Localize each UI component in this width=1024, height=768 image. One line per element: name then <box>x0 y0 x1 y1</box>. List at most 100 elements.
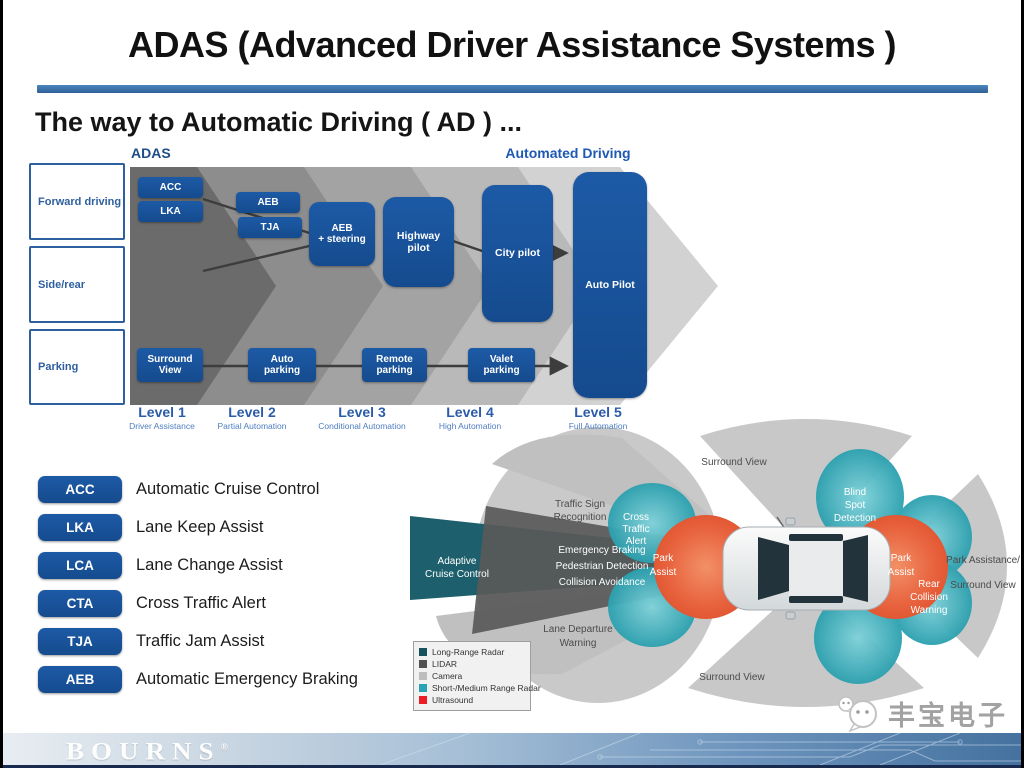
roadmap-box-aeb: AEB <box>236 192 300 213</box>
abbr-chip-cta: CTA <box>38 590 122 617</box>
camera-label: Camera <box>432 671 463 681</box>
blind-spot-label-1: Blind <box>844 487 866 498</box>
ultrasound-label: Ultrasound <box>432 695 474 705</box>
level-5-name: Level 5 <box>574 404 622 420</box>
page-title: ADAS (Advanced Driver Assistance Systems… <box>128 24 896 65</box>
watermark-text: 丰宝电子 <box>888 700 1008 732</box>
lidar-swatch <box>419 660 427 668</box>
adaptive-cruise-label-2: Cruise Control <box>425 569 489 580</box>
level-1: Level 1 Driver Assistance <box>97 404 227 431</box>
abbr-row-lca: LCA Lane Change Assist <box>38 552 283 579</box>
title-underline <box>37 85 988 93</box>
park-assist-right-label-1: Park <box>891 553 913 564</box>
roadmap-box-acc: ACC <box>138 177 203 198</box>
sensor-coverage-diagram: Surround View Blind Spot Detection Traff… <box>410 419 1020 707</box>
roadmap-box-auto-pilot: Auto Pilot <box>573 172 647 398</box>
roadmap-box-tja: TJA <box>238 217 302 238</box>
sensor-legend-row: Short-/Medium Range Radar <box>419 682 541 694</box>
roadmap-box-highway-pilot: Highway pilot <box>383 197 454 287</box>
blind-spot-label-3: Detection <box>834 513 876 524</box>
sensor-legend-row: Long-Range Radar <box>419 646 525 658</box>
cross-traffic-label-2: Traffic <box>622 524 649 535</box>
cross-traffic-label-3: Alert <box>626 536 647 547</box>
abbr-meaning-acc: Automatic Cruise Control <box>136 480 320 498</box>
level-4-sub: High Automation <box>438 421 502 431</box>
surround-view-top-label: Surround View <box>701 457 767 468</box>
level-4: Level 4 High Automation <box>405 404 535 431</box>
car-rear-window <box>843 535 868 602</box>
collision-avoidance-label: Collision Avoidance <box>559 577 646 588</box>
slide-right-border <box>1021 0 1024 768</box>
roadmap-box-auto-parking: Auto parking <box>248 348 316 382</box>
park-assist-left-label-1: Park <box>653 553 675 564</box>
surround-view-bottom-label: Surround View <box>699 672 765 683</box>
bourns-logo: BOURNS® <box>66 736 229 766</box>
abbr-chip-aeb: AEB <box>38 666 122 693</box>
abbr-row-tja: TJA Traffic Jam Assist <box>38 628 264 655</box>
lane-departure-label-1: Lane Departure <box>543 624 613 635</box>
sensor-type-legend: Long-Range Radar LIDAR Camera Short-/Med… <box>413 641 541 711</box>
circuit-pattern <box>379 733 1024 765</box>
car-roof <box>789 540 843 596</box>
lane-departure-label-2: Warning <box>560 638 597 649</box>
category-side-rear: Side/rear <box>29 246 125 323</box>
car-top-view <box>722 516 891 620</box>
sensor-legend-row: Camera <box>419 670 525 682</box>
roadmap-box-valet-parking: Valet parking <box>468 348 535 382</box>
abbr-row-acc: ACC Automatic Cruise Control <box>38 476 319 503</box>
ultrasound-swatch <box>419 696 427 704</box>
abbr-chip-acc: ACC <box>38 476 122 503</box>
abbr-row-aeb: AEB Automatic Emergency Braking <box>38 666 358 693</box>
rear-collision-label-1: Rear <box>918 579 940 590</box>
abbr-chip-lka: LKA <box>38 514 122 541</box>
car-windshield <box>758 537 789 600</box>
adas-section-label: ADAS <box>131 145 171 161</box>
long-range-radar-label: Long-Range Radar <box>432 647 505 657</box>
level-2-name: Level 2 <box>228 404 276 420</box>
level-3-name: Level 3 <box>338 404 386 420</box>
park-assist-right-label-2: Assist <box>888 567 915 578</box>
emergency-braking-label: Emergency Braking <box>558 545 645 556</box>
category-forward-driving: Forward driving <box>29 163 125 240</box>
blind-spot-label-2: Spot <box>845 500 866 511</box>
abbr-chip-lca: LCA <box>38 552 122 579</box>
traffic-sign-label-1: Traffic Sign <box>555 499 605 510</box>
abbr-meaning-lca: Lane Change Assist <box>136 556 283 574</box>
park-assistance-right-label-1: Park Assistance/ <box>946 555 1020 566</box>
level-2-sub: Partial Automation <box>217 421 287 431</box>
level-1-sub: Driver Assistance <box>129 421 195 431</box>
level-3: Level 3 Conditional Automation <box>297 404 427 431</box>
level-4-name: Level 4 <box>446 404 494 420</box>
sensor-legend-row: Ultrasound <box>419 694 525 706</box>
abbr-meaning-lka: Lane Keep Assist <box>136 518 264 536</box>
sensor-legend-row: LIDAR <box>419 658 525 670</box>
short-medium-radar-swatch <box>419 684 427 692</box>
roadmap-box-surround-view: Surround View <box>137 348 203 382</box>
car-side-window-bottom <box>789 596 843 603</box>
level-2: Level 2 Partial Automation <box>187 404 317 431</box>
abbr-meaning-cta: Cross Traffic Alert <box>136 594 266 612</box>
adaptive-cruise-label-1: Adaptive <box>438 556 477 567</box>
trademark-symbol: ® <box>220 742 229 753</box>
lidar-cone <box>472 506 758 634</box>
park-assist-left-label-2: Assist <box>650 567 677 578</box>
traffic-sign-label-2: Recognition <box>554 512 607 523</box>
car-mirror-bottom <box>785 611 796 620</box>
roadmap-box-aeb-steering: AEB + steering <box>309 202 375 266</box>
long-range-radar-swatch <box>419 648 427 656</box>
pedestrian-detection-label: Pedestrian Detection <box>556 561 649 572</box>
rear-collision-label-3: Warning <box>911 605 948 616</box>
abbr-meaning-tja: Traffic Jam Assist <box>136 632 265 650</box>
level-1-name: Level 1 <box>138 404 186 420</box>
lidar-label: LIDAR <box>432 659 458 669</box>
category-parking: Parking <box>29 329 125 405</box>
short-medium-radar-label: Short-/Medium Range Radar <box>432 683 541 693</box>
abbr-row-cta: CTA Cross Traffic Alert <box>38 590 266 617</box>
slide-left-border <box>0 0 3 768</box>
level-5: Level 5 Full Automation <box>533 404 663 431</box>
roadmap-box-lka: LKA <box>138 201 203 222</box>
chevron-band-1 <box>130 167 276 405</box>
chat-bubbles-icon <box>838 696 877 733</box>
watermark: 丰宝电子 <box>836 692 1008 734</box>
roadmap-box-city-pilot: City pilot <box>482 185 553 322</box>
